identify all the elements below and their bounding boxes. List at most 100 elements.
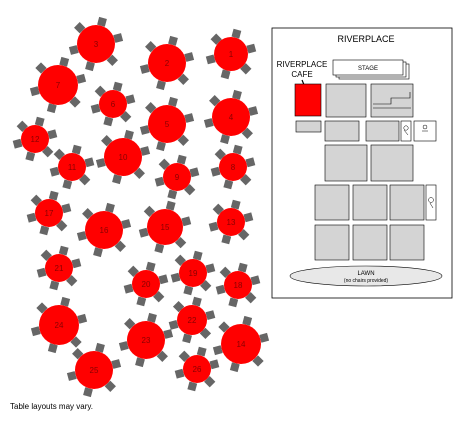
chair [220,134,230,145]
chair [184,52,195,62]
table-5: 5 [139,96,195,152]
chair [208,221,219,232]
table-8: 8 [210,144,256,190]
table-top [147,209,183,245]
chair [121,219,132,229]
table-9: 9 [154,154,200,200]
cafe-label-line2: CAFE [291,70,312,79]
table-top [183,355,211,383]
lawn-label: LAWN [357,271,374,277]
chair [218,321,230,333]
table-top [35,199,63,227]
table-top [177,305,207,335]
cafe-label-line1: RIVERPLACE [277,60,328,69]
chair [182,333,192,344]
chair [246,43,257,54]
wheelchair-accessible-icon [400,120,412,142]
layout-note: Table layouts may vary. [10,402,93,411]
chair [231,28,242,39]
venue-map-title: RIVERPLACE [337,34,394,44]
chair [232,89,242,100]
table-20: 20 [123,261,169,307]
chair [187,381,198,392]
chair [112,81,123,92]
table-number: 19 [189,269,198,278]
block [352,224,388,261]
stage: STAGE [332,59,410,80]
block [295,120,322,133]
chair [97,16,107,27]
block-stairs [370,83,414,118]
table-top [21,125,49,153]
chair [125,94,136,105]
chair [243,212,254,223]
restroom-icon [413,120,437,142]
chair [232,144,243,155]
chair [85,61,95,72]
stage-label: STAGE [358,66,378,72]
chair [220,69,231,80]
table-top [214,37,248,71]
table-number: 8 [231,163,236,172]
chair [39,225,50,236]
table-number: 18 [234,281,243,290]
table-number: 21 [55,264,64,273]
cafe [294,83,322,117]
chair [48,190,59,201]
table-top [163,163,191,191]
chair [212,345,223,356]
chair [143,205,156,218]
chair [58,245,69,256]
chair [95,342,105,353]
chair [248,106,259,116]
table-top [148,105,186,143]
table-number: 4 [229,113,234,122]
table-17: 17 [26,190,72,236]
chair [158,274,169,285]
chair [93,247,103,258]
chair [196,346,207,357]
chair [123,283,134,294]
chair [66,371,77,381]
chair [168,320,179,330]
chair [181,216,192,227]
table-number: 14 [237,340,246,349]
chair [29,86,40,97]
table-top [217,208,245,236]
chair [71,144,82,155]
table-top [221,324,261,364]
block [314,224,350,261]
table-1: 1 [205,28,257,80]
chair [252,355,264,367]
table-number: 26 [193,365,202,374]
chair [189,167,200,178]
chair [229,362,240,373]
table-number: 25 [90,366,99,375]
chair [237,262,248,273]
chair [203,118,214,128]
table-top [75,351,113,389]
table-top [58,153,86,181]
table-11: 11 [49,144,95,190]
table-number: 9 [175,173,180,182]
chair [103,116,114,127]
chair [138,227,149,238]
table-number: 10 [119,153,128,162]
chair [71,258,82,269]
chair [147,312,157,323]
table-number: 16 [100,226,109,235]
chair [205,310,216,320]
block [365,120,400,142]
chair [154,243,165,254]
chair [61,203,72,214]
table-number: 6 [111,100,116,109]
table-number: 7 [56,81,61,90]
table-number: 2 [165,59,170,68]
chair [112,174,122,185]
chair [26,212,37,223]
table-25: 25 [66,342,122,398]
table-number: 11 [68,163,77,172]
chair [84,157,95,168]
chair [177,134,189,146]
table-top [104,138,142,176]
